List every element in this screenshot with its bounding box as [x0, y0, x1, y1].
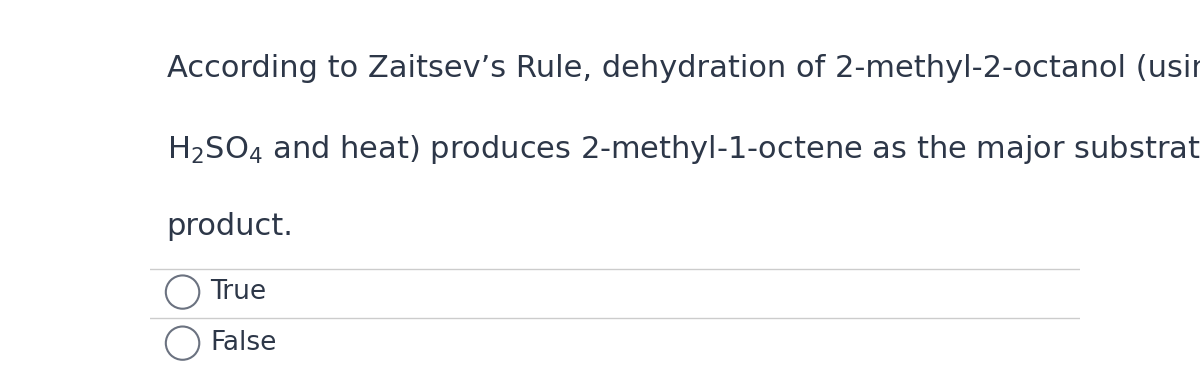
Text: True: True	[210, 279, 266, 305]
Text: According to Zaitsev’s Rule, dehydration of 2-methyl-2-octanol (using: According to Zaitsev’s Rule, dehydration…	[167, 54, 1200, 83]
Text: False: False	[210, 330, 277, 356]
Text: H$_2$SO$_4$ and heat) produces 2-methyl-1-octene as the major substrate: H$_2$SO$_4$ and heat) produces 2-methyl-…	[167, 133, 1200, 166]
Text: product.: product.	[167, 212, 294, 241]
